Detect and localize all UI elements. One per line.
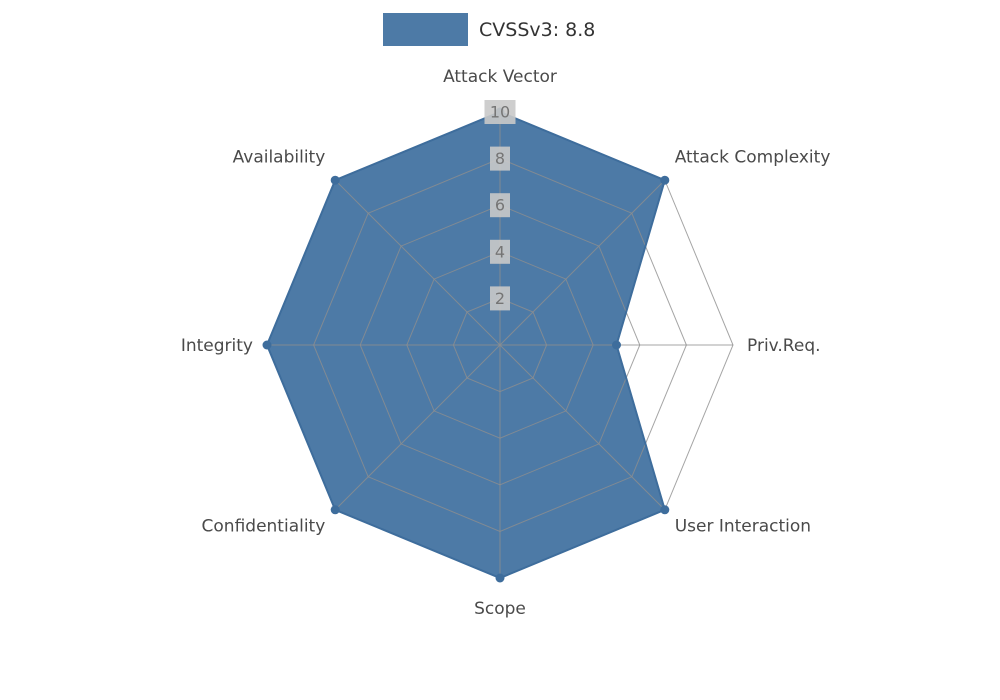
axis-label-attack-vector: Attack Vector	[443, 67, 557, 87]
tick-label-box	[490, 286, 510, 311]
tick-label: 8	[495, 149, 505, 168]
series-marker	[660, 505, 670, 515]
tick-label-box	[490, 239, 510, 264]
tick-label: 10	[490, 103, 510, 122]
axis-label-priv-req-: Priv.Req.	[747, 336, 821, 356]
axis-label-integrity: Integrity	[181, 336, 253, 356]
chart-legend[interactable]: CVSSv3: 8.8	[383, 13, 595, 46]
axis-label-availability: Availability	[233, 147, 326, 167]
grid-spoke	[499, 344, 666, 511]
series-marker	[612, 340, 621, 350]
axis-label-confidentiality: Confidentiality	[202, 517, 326, 537]
grid-spoke	[334, 179, 501, 346]
legend-swatch	[383, 13, 468, 46]
tick-label-box	[490, 146, 510, 171]
tick-label-box	[484, 100, 516, 124]
tick-label-box	[490, 193, 510, 218]
tick-label: 4	[495, 242, 505, 261]
tick-label: 6	[495, 196, 505, 215]
legend-label: CVSSv3: 8.8	[479, 18, 596, 41]
series-marker	[330, 505, 340, 515]
axis-label-attack-complexity: Attack Complexity	[675, 147, 831, 167]
series-marker	[660, 175, 670, 185]
series-marker	[495, 573, 505, 583]
tick-label: 2	[495, 289, 505, 308]
series-marker	[262, 340, 272, 350]
grid-spoke	[334, 344, 501, 511]
grid-spoke	[499, 179, 666, 346]
axis-label-user-interaction: User Interaction	[675, 517, 811, 537]
axis-label-scope: Scope	[474, 599, 526, 619]
series-marker	[330, 175, 340, 185]
